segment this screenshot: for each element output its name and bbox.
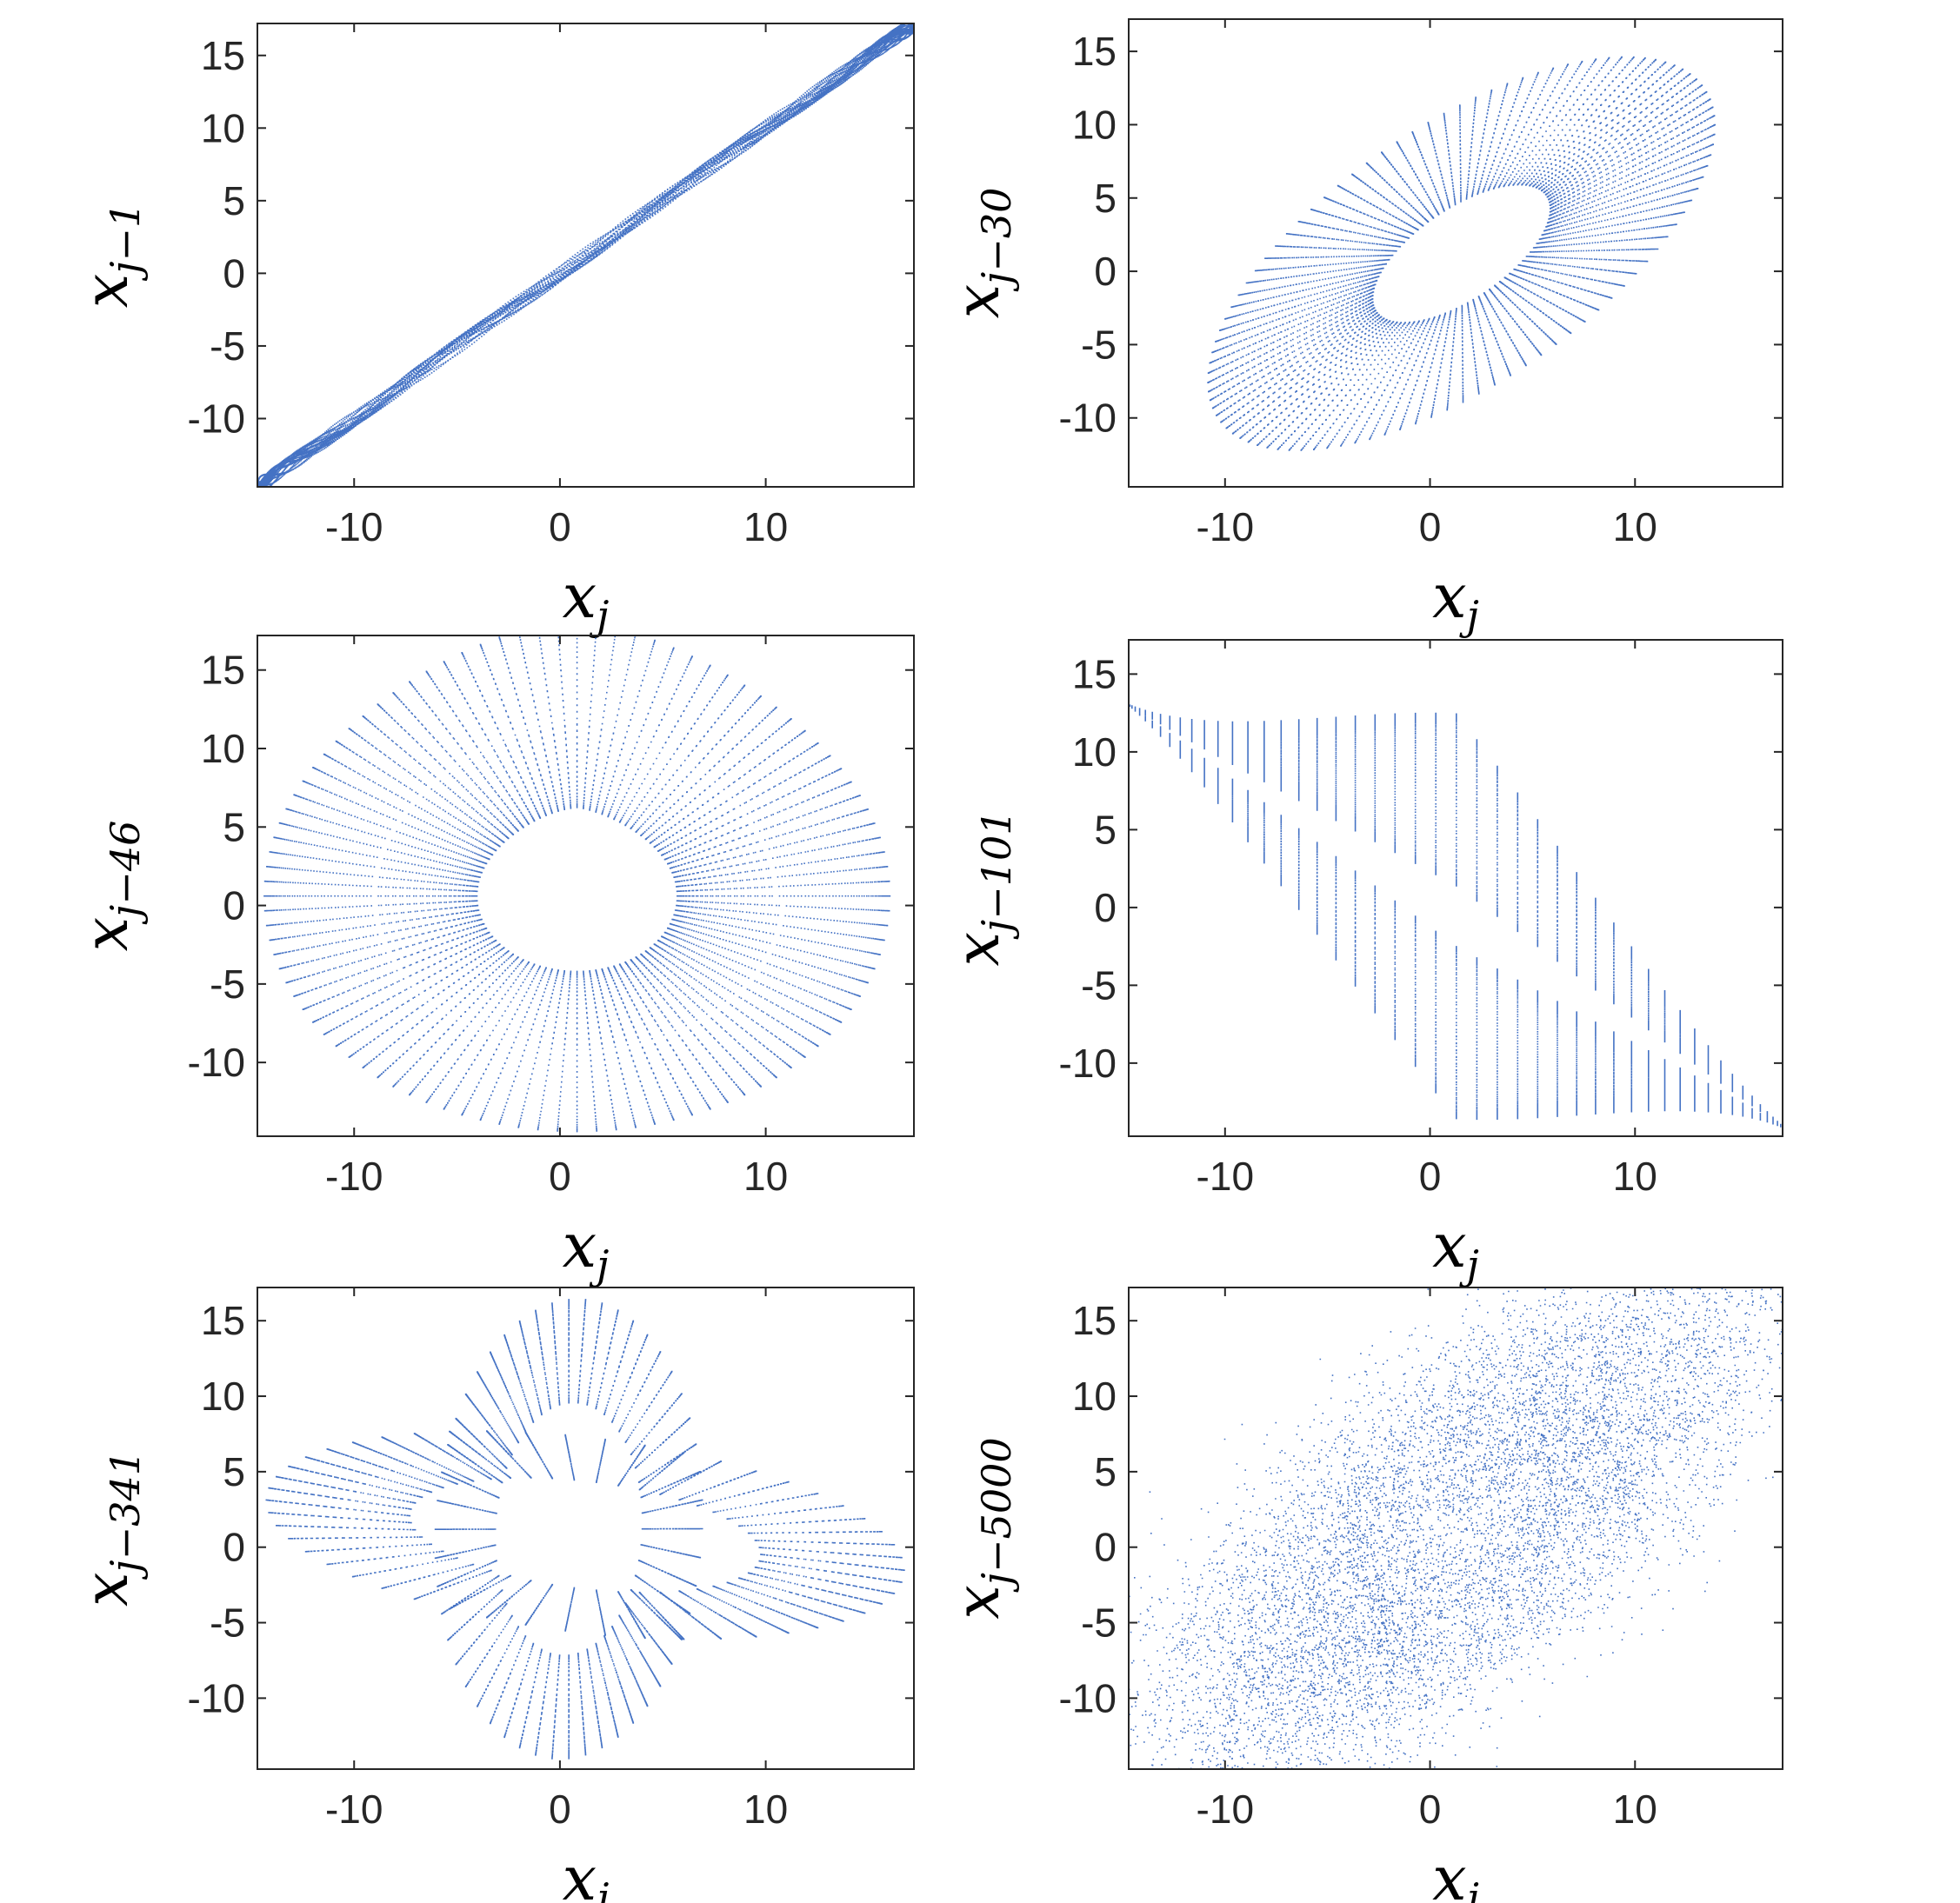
x-tick-label: 10: [1613, 504, 1657, 549]
x-axis-label: xj: [563, 561, 610, 639]
x-tick-label: -10: [1197, 504, 1254, 549]
axes-box: [257, 23, 915, 488]
x-tick-label: -10: [325, 504, 383, 549]
x-tick-label: 10: [743, 1154, 788, 1199]
scatter-points: [1207, 56, 1717, 451]
x-tick-label: 0: [549, 504, 571, 549]
x-axis-label: xj: [1432, 561, 1479, 639]
x-axis-label: xj: [1432, 1843, 1479, 1903]
y-tick-label: 0: [1094, 1525, 1117, 1570]
scatter-points: [1129, 704, 1783, 1128]
subplot-4: -10 0 10 -10 -5 0 5 10 15 xj xj−101: [942, 639, 1783, 1288]
series-points: [263, 635, 891, 1133]
axes-box: [257, 635, 915, 1137]
subplot-3: -10 0 10 -10 -5 0 5 10 15 xj xj−46: [70, 635, 915, 1288]
series-points: [257, 23, 914, 487]
y-tick-label: 5: [223, 804, 245, 849]
y-tick-label: 0: [1094, 885, 1117, 930]
y-axis-label: xj−46: [70, 821, 149, 952]
y-tick-label: 0: [223, 1525, 245, 1570]
y-axis-label: xj−30: [942, 188, 1020, 319]
x-tick-label: -10: [325, 1154, 383, 1199]
y-tick-label: 0: [223, 250, 245, 296]
axes-box: [1128, 18, 1783, 488]
x-axis-label: xj: [563, 1843, 610, 1903]
x-axis-label: xj: [1432, 1210, 1479, 1288]
x-tick-label: 0: [549, 1154, 571, 1199]
y-tick-label: -10: [188, 1040, 245, 1085]
x-axis-label: xj: [563, 1210, 610, 1288]
y-tick-label: 10: [1072, 1374, 1117, 1419]
x-tick-label: 10: [1613, 1154, 1657, 1199]
y-tick-label: 10: [1072, 729, 1117, 775]
axes-box: [1128, 639, 1783, 1137]
y-tick-label: -5: [1081, 962, 1117, 1008]
y-tick-label: 5: [1094, 807, 1117, 852]
x-tick-label: 10: [743, 1787, 788, 1832]
subplot-1: -10 0 10 -10 -5 0 5 10 15 xj xj−1: [70, 23, 915, 639]
y-tick-label: -5: [210, 323, 245, 369]
y-tick-label: 5: [1094, 176, 1117, 221]
y-axis-label: xj−101: [942, 809, 1020, 966]
x-tick-label: -10: [1197, 1154, 1254, 1199]
y-tick-label: -10: [188, 396, 245, 441]
subplot-5: -10 0 10 -10 -5 0 5 10 15 xj xj−341: [70, 1287, 915, 1903]
y-tick-label: -10: [1059, 1041, 1117, 1086]
y-tick-label: 10: [201, 726, 245, 771]
y-tick-label: 15: [1072, 1298, 1117, 1343]
y-tick-label: -10: [1059, 396, 1117, 441]
y-axis-label: xj−1: [70, 203, 149, 309]
x-tick-label: 0: [1419, 504, 1442, 549]
y-tick-label: -10: [1059, 1675, 1117, 1720]
y-tick-label: 0: [223, 883, 245, 928]
y-tick-label: 15: [201, 1298, 245, 1343]
y-axis-label: xj−341: [70, 1450, 149, 1607]
series-points: [1129, 1288, 1783, 1769]
series-points: [1129, 704, 1783, 1128]
y-tick-label: 15: [1072, 651, 1117, 696]
x-tick-label: 10: [1613, 1787, 1657, 1832]
x-tick-label: 0: [1419, 1154, 1442, 1199]
y-tick-label: 0: [1094, 249, 1117, 294]
scatter-points: [257, 23, 914, 487]
y-axis-label: xj−5000: [942, 1437, 1020, 1619]
y-tick-label: 15: [1072, 29, 1117, 74]
y-tick-label: 10: [1072, 102, 1117, 147]
x-tick-label: 10: [743, 504, 788, 549]
y-tick-label: -5: [1081, 322, 1117, 367]
x-tick-label: -10: [1197, 1787, 1254, 1832]
scatter-points: [1129, 1288, 1783, 1769]
scatter-points: [263, 635, 891, 1133]
x-tick-label: 0: [549, 1787, 571, 1832]
axes-box: [1128, 1287, 1783, 1770]
series-points: [265, 1299, 905, 1760]
y-tick-label: 5: [223, 1449, 245, 1494]
y-tick-label: 10: [201, 105, 245, 150]
y-tick-label: -5: [210, 961, 245, 1007]
x-tick-label: 0: [1419, 1787, 1442, 1832]
y-tick-label: 5: [223, 178, 245, 223]
y-tick-label: -5: [210, 1600, 245, 1646]
series-points: [1207, 56, 1717, 451]
y-tick-label: 5: [1094, 1449, 1117, 1494]
y-tick-label: -10: [188, 1675, 245, 1720]
y-tick-label: 10: [201, 1374, 245, 1419]
subplot-6: -10 0 10 -10 -5 0 5 10 15 xj xj−5000: [942, 1287, 1783, 1903]
subplot-2: -10 0 10 -10 -5 0 5 10 15 xj xj−30: [942, 18, 1783, 639]
y-tick-label: 15: [201, 648, 245, 693]
axes-box: [257, 1287, 915, 1770]
y-tick-label: 15: [201, 33, 245, 78]
scatter-points: [265, 1299, 905, 1760]
y-tick-label: -5: [1081, 1600, 1117, 1646]
x-tick-label: -10: [325, 1787, 383, 1832]
